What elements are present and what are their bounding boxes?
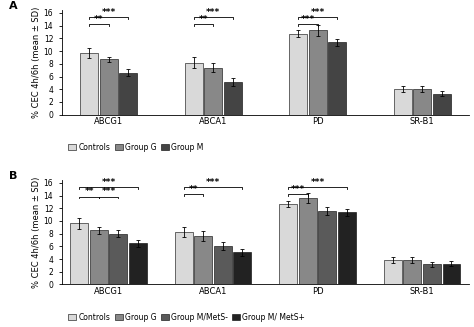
- Bar: [175, 232, 193, 284]
- Legend: Controls, Group G, Group M: Controls, Group G, Group M: [65, 140, 206, 155]
- Text: ***: ***: [310, 8, 325, 17]
- Bar: [109, 234, 128, 284]
- Bar: [309, 30, 327, 115]
- Bar: [234, 252, 251, 284]
- Bar: [394, 89, 412, 115]
- Bar: [185, 62, 203, 115]
- Text: ***: ***: [101, 8, 116, 17]
- Bar: [119, 73, 137, 115]
- Bar: [214, 246, 232, 284]
- Bar: [413, 89, 431, 115]
- Text: A: A: [9, 1, 17, 11]
- Text: ***: ***: [310, 178, 325, 187]
- Bar: [289, 34, 307, 115]
- Bar: [90, 231, 108, 284]
- Legend: Controls, Group G, Group M/MetS-, Group M/ MetS+: Controls, Group G, Group M/MetS-, Group …: [65, 310, 308, 325]
- Text: **: **: [189, 185, 199, 194]
- Text: ***: ***: [206, 8, 220, 17]
- Text: ***: ***: [101, 187, 116, 197]
- Bar: [280, 204, 297, 284]
- Text: **: **: [94, 15, 104, 24]
- Bar: [80, 53, 98, 115]
- Bar: [328, 42, 346, 115]
- Text: ***: ***: [301, 15, 315, 24]
- Text: B: B: [9, 171, 17, 181]
- Bar: [319, 211, 337, 284]
- Bar: [338, 212, 356, 284]
- Bar: [194, 236, 212, 284]
- Bar: [100, 60, 118, 115]
- Y-axis label: % CEC 4h/6h (mean ± SD): % CEC 4h/6h (mean ± SD): [32, 7, 41, 118]
- Text: ***: ***: [291, 185, 305, 194]
- Text: ***: ***: [206, 178, 220, 187]
- Bar: [433, 94, 451, 115]
- Text: **: **: [199, 15, 208, 24]
- Bar: [71, 223, 88, 284]
- Text: ***: ***: [101, 178, 116, 187]
- Bar: [403, 260, 421, 284]
- Bar: [204, 68, 222, 115]
- Bar: [299, 198, 317, 284]
- Bar: [224, 82, 242, 115]
- Y-axis label: % CEC 4h/6h (mean ± SD): % CEC 4h/6h (mean ± SD): [32, 176, 41, 288]
- Text: **: **: [84, 187, 94, 197]
- Bar: [129, 243, 147, 284]
- Bar: [384, 260, 402, 284]
- Bar: [423, 264, 441, 284]
- Bar: [443, 264, 460, 284]
